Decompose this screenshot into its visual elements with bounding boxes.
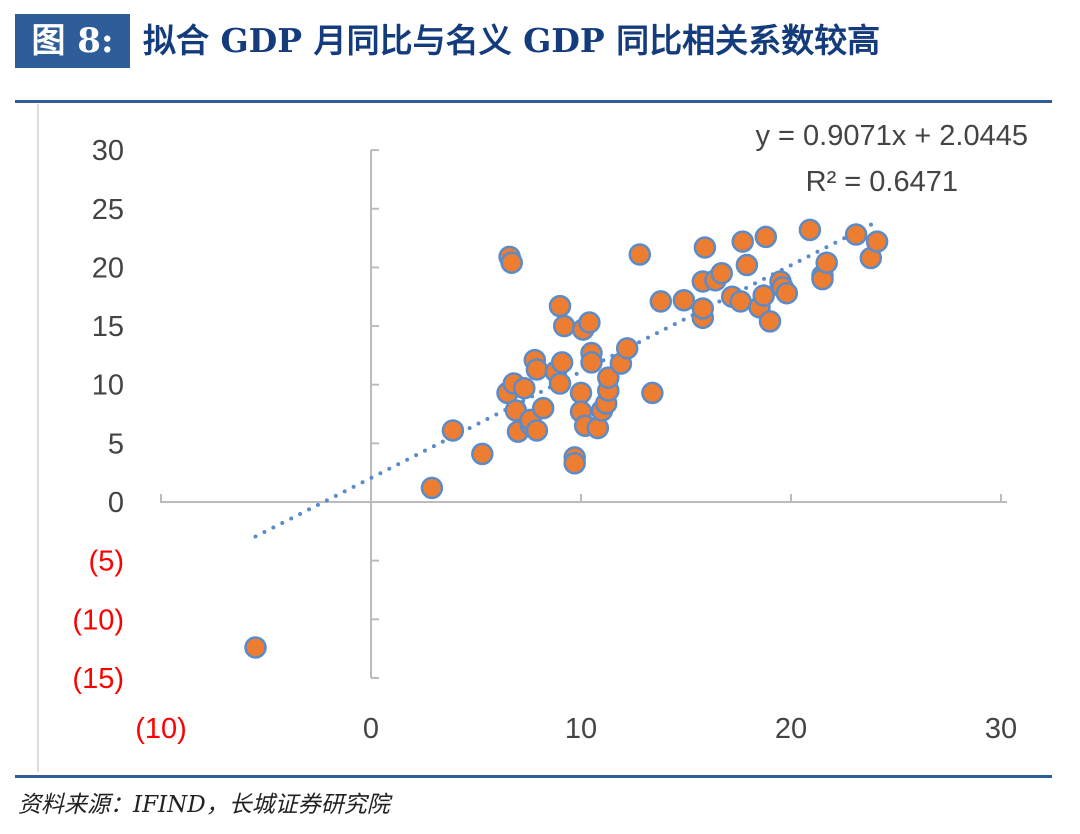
y-tick-label: (15) [72,663,124,695]
x-tick-label: 30 [985,713,1017,745]
data-point [244,636,267,659]
data-point [710,262,733,285]
top-rule [15,100,1052,103]
data-point [500,251,523,274]
data-point [691,297,715,320]
figure-label: 图 8: [15,14,130,68]
data-point [531,396,555,420]
data-point [580,351,603,374]
y-tick-label: 20 [92,252,124,284]
data-point [752,284,775,307]
data-point [525,358,549,381]
data-point [615,337,639,360]
y-tick-label: 25 [92,194,124,226]
y-tick-label: 15 [92,311,124,343]
data-point [628,243,652,266]
data-point [798,218,822,242]
data-point [865,230,889,253]
data-point [578,311,601,334]
data-point [420,476,444,500]
x-tick-label: 20 [775,713,807,745]
x-tick-label: 0 [363,713,379,745]
x-tick-label: 10 [565,713,597,745]
data-point [735,253,759,277]
data-point [569,381,593,405]
data-point [641,381,664,405]
data-point [758,310,782,333]
data-point [550,351,574,374]
y-tick-label: (5) [89,546,124,578]
trendline-equation: y = 0.9071x + 2.0445 [756,120,1029,152]
data-point [563,452,586,475]
data-point [844,223,868,246]
data-point [729,290,752,313]
data-point [731,230,754,253]
figure-title: 拟合 GDP 月同比与名义 GDP 同比相关系数较高 [143,21,881,60]
data-point [548,372,572,395]
y-tick-label: 0 [108,487,124,519]
y-tick-label: 30 [92,135,124,167]
data-point [649,290,673,313]
y-tick-label: 5 [108,428,124,460]
data-point [513,376,536,400]
data-point [672,288,696,312]
data-point [754,225,778,249]
data-point [693,236,717,259]
data-point [525,419,549,442]
x-tick-label: (10) [135,713,187,745]
data-point [815,251,838,274]
y-tick-label: 10 [92,370,124,402]
source-note: 资料来源：IFIND，长城证券研究院 [18,792,390,818]
chart-frame [37,104,1052,772]
bottom-rule [15,775,1052,778]
data-point [597,366,620,389]
r-squared-label: R² = 0.6471 [806,166,958,198]
data-point [441,419,465,442]
y-tick-label: (10) [72,604,124,636]
data-point [775,281,799,305]
data-point [471,442,494,466]
data-point [552,314,576,338]
data-point [548,294,572,318]
